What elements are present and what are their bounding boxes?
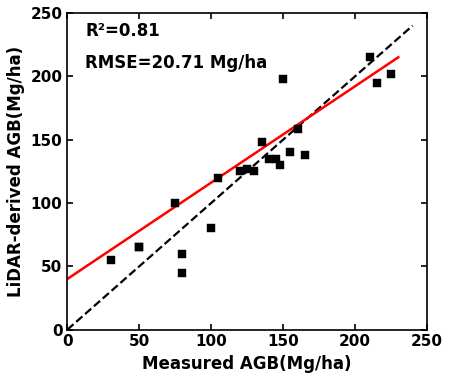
Point: [277, 162, 284, 168]
Point: [179, 250, 186, 256]
Text: RMSE=20.71 Mg/ha: RMSE=20.71 Mg/ha: [86, 54, 268, 72]
Point: [294, 127, 301, 133]
Point: [387, 71, 395, 77]
Y-axis label: LiDAR-derived AGB(Mg/ha): LiDAR-derived AGB(Mg/ha): [7, 46, 25, 297]
X-axis label: Measured AGB(Mg/ha): Measured AGB(Mg/ha): [143, 355, 352, 373]
Point: [272, 155, 279, 162]
Point: [171, 200, 179, 206]
Point: [265, 155, 272, 162]
Point: [207, 225, 215, 231]
Point: [366, 54, 373, 60]
Point: [287, 149, 294, 155]
Point: [236, 168, 243, 174]
Point: [179, 269, 186, 275]
Point: [215, 174, 222, 180]
Point: [243, 166, 251, 172]
Point: [136, 244, 143, 250]
Point: [258, 139, 265, 145]
Point: [251, 168, 258, 174]
Point: [301, 152, 308, 158]
Point: [373, 79, 380, 86]
Text: R²=0.81: R²=0.81: [86, 22, 160, 40]
Point: [107, 257, 114, 263]
Point: [136, 244, 143, 250]
Point: [279, 76, 287, 82]
